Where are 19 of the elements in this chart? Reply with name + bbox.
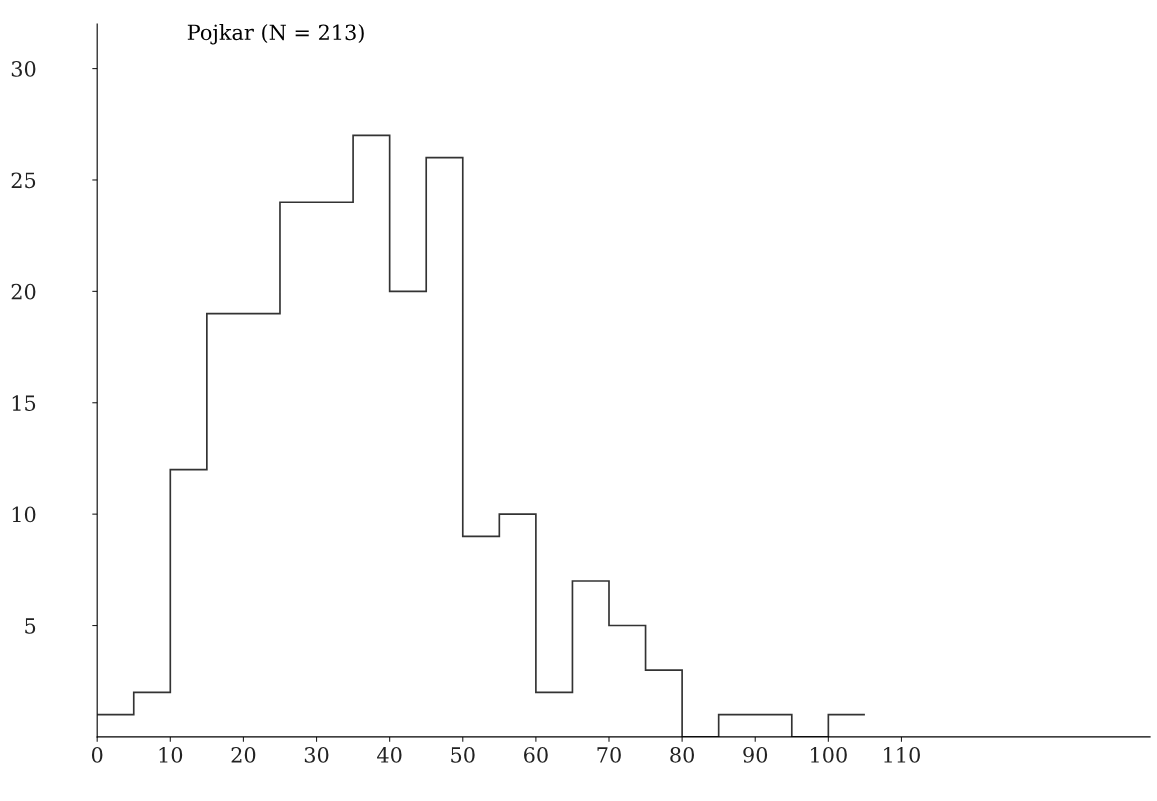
x-tick-label: 80 xyxy=(670,747,694,763)
chart-title: Pojkar (N = 213) xyxy=(187,24,364,45)
y-tick-label: 20 xyxy=(11,283,36,300)
x-tick-label: 10 xyxy=(159,747,183,763)
x-tick-label: 110 xyxy=(884,747,920,763)
x-tick-label: 50 xyxy=(451,747,475,763)
x-tick-label: 60 xyxy=(524,747,548,763)
x-tick-label: 100 xyxy=(811,747,847,763)
x-tick-label: 90 xyxy=(743,747,768,763)
x-tick-label: 20 xyxy=(231,747,256,763)
y-tick-label: 15 xyxy=(12,395,36,411)
x-tick-label: 30 xyxy=(304,747,329,763)
y-tick-label: 25 xyxy=(11,172,36,189)
x-tick-label: 0 xyxy=(91,747,103,763)
y-tick-label: 5 xyxy=(25,618,36,634)
x-tick-label: 70 xyxy=(597,747,621,763)
x-tick-label: 40 xyxy=(377,747,402,763)
y-tick-label: 30 xyxy=(11,61,36,77)
y-tick-label: 10 xyxy=(12,506,36,523)
